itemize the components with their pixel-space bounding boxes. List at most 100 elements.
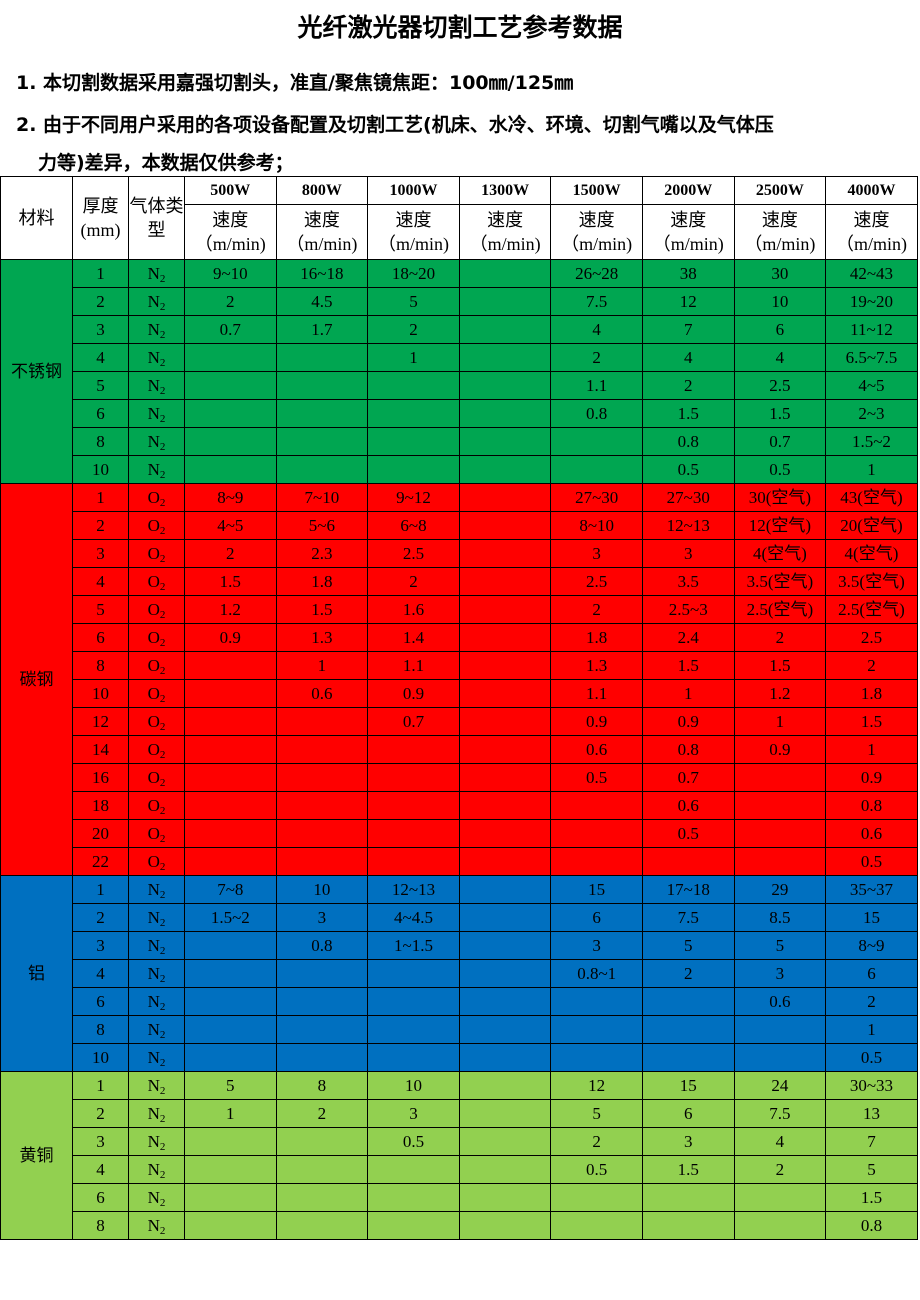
thickness-cell: 18: [72, 791, 129, 820]
speed-cell: [733, 1015, 827, 1044]
thickness-cell: 4: [72, 567, 129, 596]
gas-cell: N2: [128, 315, 185, 344]
speed-cell: 2: [367, 567, 460, 596]
speed-cell: [458, 931, 552, 960]
thickness-cell: 22: [72, 847, 129, 876]
table-row: 10 O2 0.6 0.9 1.1 1 1.2 1.8: [0, 679, 918, 708]
header-speed: 速度 （m/min): [733, 204, 827, 260]
header-speed: 速度 （m/min): [825, 204, 918, 260]
thickness-cell: 10: [72, 679, 129, 708]
speed-cell: [458, 511, 552, 540]
speed-cell: 2.4: [641, 623, 735, 652]
speed-cell: 4~4.5: [367, 903, 460, 932]
table-row: 14 O2 0.6 0.8 0.9 1: [0, 735, 918, 764]
speed-cell: 38: [641, 259, 735, 288]
speed-cell: 8~9: [825, 931, 918, 960]
speed-cell: 4: [550, 315, 643, 344]
speed-cell: 7~10: [275, 483, 369, 512]
speed-cell: 6.5~7.5: [825, 343, 918, 372]
speed-cell: [275, 1211, 369, 1240]
speed-cell: [458, 1211, 552, 1240]
speed-cell: 0.6: [825, 819, 918, 848]
speed-cell: 0.5: [550, 1155, 643, 1184]
speed-cell: 7: [641, 315, 735, 344]
speed-cell: 6~8: [367, 511, 460, 540]
speed-cell: [641, 1183, 735, 1212]
speed-cell: [275, 987, 369, 1016]
speed-cell: 0.9: [184, 623, 277, 652]
speed-cell: [184, 1183, 277, 1212]
speed-cell: 1.3: [550, 651, 643, 680]
thickness-cell: 1: [72, 483, 129, 512]
speed-cell: [458, 399, 552, 428]
header-power: 2000W: [641, 176, 735, 205]
speed-cell: 1.5: [733, 399, 827, 428]
speed-cell: 0.9: [825, 763, 918, 792]
speed-cell: [458, 651, 552, 680]
speed-cell: [458, 1015, 552, 1044]
speed-cell: [184, 1127, 277, 1156]
thickness-cell: 2: [72, 903, 129, 932]
table-row: 22 O2 0.5: [0, 847, 918, 876]
thickness-cell: 3: [72, 931, 129, 960]
speed-cell: [550, 455, 643, 484]
speed-cell: [458, 455, 552, 484]
gas-cell: O2: [128, 595, 185, 624]
speed-cell: 42~43: [825, 259, 918, 288]
speed-cell: 0.7: [733, 427, 827, 456]
table-row: 碳钢 1 O2 8~9 7~10 9~12 27~30 27~30 30(空气) 43(空气): [0, 483, 918, 876]
gas-cell: O2: [128, 735, 185, 764]
gas-cell: N2: [128, 1071, 185, 1100]
speed-cell: [367, 1183, 460, 1212]
gas-cell: N2: [128, 455, 185, 484]
speed-cell: 5: [733, 931, 827, 960]
speed-cell: 1.5: [641, 651, 735, 680]
speed-cell: 12~13: [641, 511, 735, 540]
header-power: 500W: [184, 176, 277, 205]
speed-cell: [184, 707, 277, 736]
speed-cell: 2.5(空气): [825, 595, 918, 624]
speed-cell: [458, 371, 552, 400]
gas-cell: N2: [128, 427, 185, 456]
speed-cell: [550, 847, 643, 876]
table-row: 8 N2 0.8 0.7 1.5~2: [0, 427, 918, 456]
thickness-cell: 6: [72, 1183, 129, 1212]
thickness-cell: 4: [72, 343, 129, 372]
header-power: 2500W: [733, 176, 827, 205]
speed-cell: 0.8: [275, 931, 369, 960]
table-row: 2 N2 2 4.5 5 7.5 12 10 19~20: [0, 287, 918, 316]
thickness-cell: 1: [72, 1071, 129, 1100]
gas-cell: N2: [128, 399, 185, 428]
speed-cell: [458, 1099, 552, 1128]
speed-cell: [733, 763, 827, 792]
speed-cell: 16~18: [275, 259, 369, 288]
speed-cell: 4~5: [184, 511, 277, 540]
thickness-cell: 2: [72, 511, 129, 540]
speed-cell: 2: [550, 1127, 643, 1156]
speed-cell: [275, 735, 369, 764]
speed-cell: [458, 259, 552, 288]
thickness-cell: 6: [72, 987, 129, 1016]
speed-cell: 1.1: [367, 651, 460, 680]
speed-cell: [458, 707, 552, 736]
speed-cell: [184, 427, 277, 456]
table-row: 3 N2 0.5 2 3 4 7: [0, 1127, 918, 1156]
speed-cell: 5: [367, 287, 460, 316]
speed-cell: 4: [641, 343, 735, 372]
header-speed: 速度 （m/min): [458, 204, 552, 260]
material-cell: 黄铜: [0, 1071, 73, 1240]
gas-cell: O2: [128, 847, 185, 876]
speed-cell: [458, 595, 552, 624]
speed-cell: [367, 763, 460, 792]
speed-cell: [458, 987, 552, 1016]
speed-cell: [641, 847, 735, 876]
speed-cell: 8~10: [550, 511, 643, 540]
header-thickness: 厚度(mm): [72, 176, 129, 260]
speed-cell: 0.8: [825, 791, 918, 820]
speed-cell: [184, 1155, 277, 1184]
gas-cell: N2: [128, 903, 185, 932]
gas-cell: N2: [128, 987, 185, 1016]
gas-cell: O2: [128, 511, 185, 540]
header-power: 1000W: [367, 176, 460, 205]
speed-cell: 7~8: [184, 875, 277, 904]
